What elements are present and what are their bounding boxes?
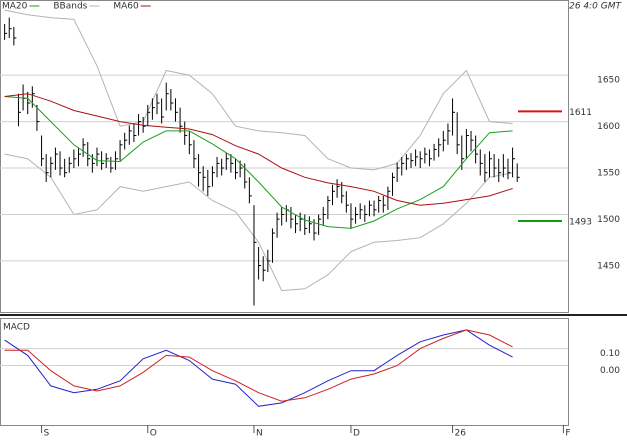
level-label: 1611	[569, 108, 592, 118]
panel-title: MACD	[3, 323, 30, 333]
y-tick-label: 0.00	[600, 366, 620, 376]
x-tick-label: N	[256, 429, 263, 439]
y-tick-label: 1600	[597, 122, 620, 132]
ma-line	[4, 93, 513, 206]
x-tick-label: 26	[455, 429, 467, 439]
macd-line	[4, 329, 513, 407]
x-tick-label: S	[44, 429, 50, 439]
legend-label: MA60	[113, 2, 139, 12]
x-tick-label: O	[150, 429, 157, 439]
y-tick-label: 1500	[597, 215, 620, 225]
ma-line	[4, 96, 513, 229]
y-tick-label: 1650	[597, 76, 620, 86]
legend-label: MA20	[2, 2, 28, 12]
bband-lower	[4, 153, 513, 292]
x-tick-label: F	[565, 429, 570, 439]
bband-upper	[4, 9, 513, 171]
plot-area	[0, 318, 569, 426]
macd-line	[4, 329, 513, 402]
y-tick-label: 1450	[597, 261, 620, 271]
y-tick-label: 1550	[597, 169, 620, 179]
x-tick-label: D	[353, 429, 360, 439]
legend-label: BBands	[53, 2, 87, 12]
y-tick-label: 0.10	[600, 349, 620, 359]
level-label: 1493	[569, 217, 592, 227]
plot-area	[0, 0, 569, 313]
